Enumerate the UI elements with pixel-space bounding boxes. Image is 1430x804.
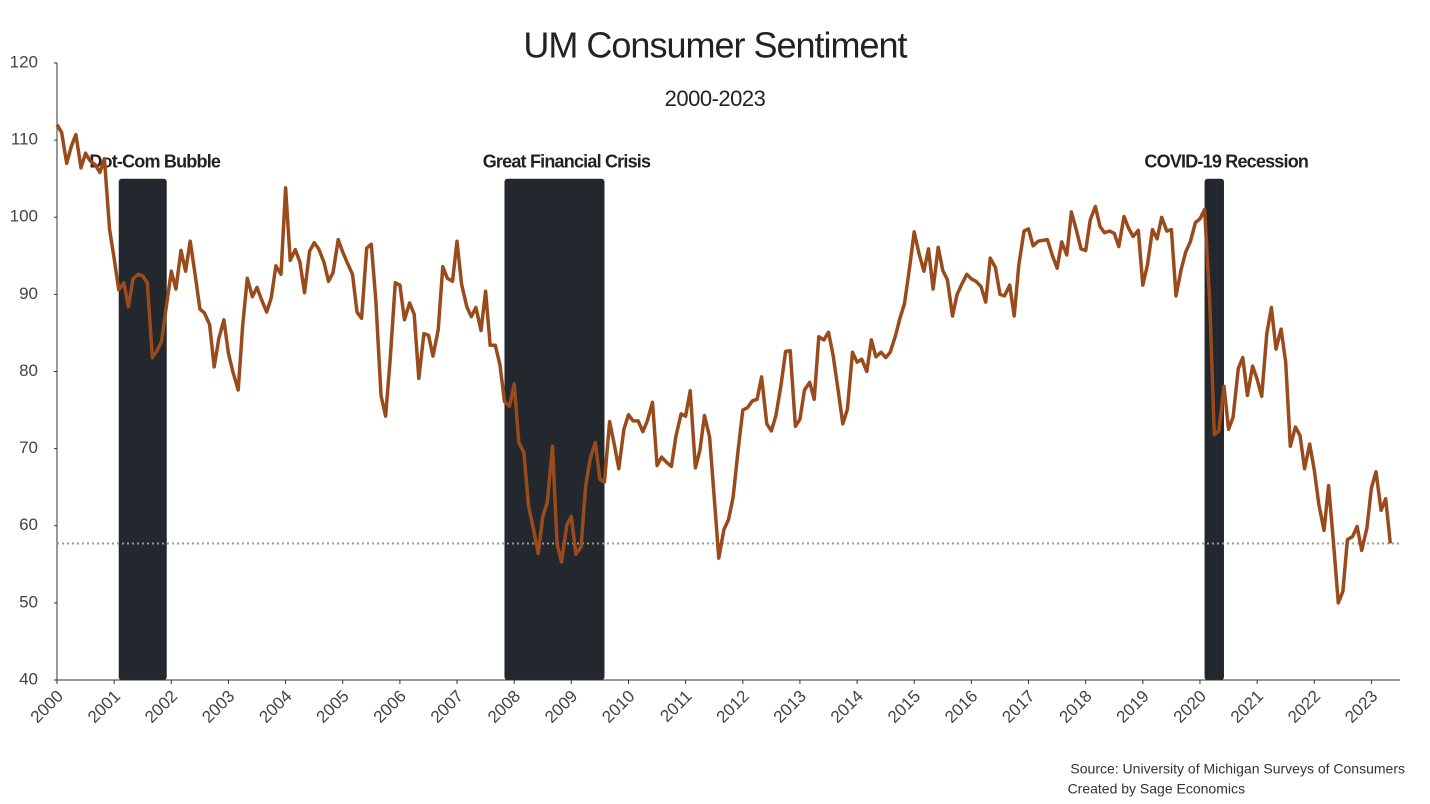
y-tick-label: 60 xyxy=(19,515,38,534)
y-tick-label: 110 xyxy=(11,130,38,149)
recession-band xyxy=(118,178,167,680)
credit: Created by Sage Economics xyxy=(1068,781,1245,797)
x-tick-label: 2017 xyxy=(998,687,1038,727)
x-tick-label: 2009 xyxy=(541,687,581,727)
x-tick-label: 2019 xyxy=(1113,687,1153,727)
x-tick-label: 2022 xyxy=(1284,687,1324,727)
chart-subtitle: 2000-2023 xyxy=(665,86,766,111)
chart-title: UM Consumer Sentiment xyxy=(523,25,907,66)
recession-label: Dot-Com Bubble xyxy=(89,151,221,171)
y-tick-label: 90 xyxy=(19,284,38,303)
x-tick-label: 2006 xyxy=(370,687,410,727)
y-tick-label: 50 xyxy=(19,592,38,611)
x-tick-label: 2000 xyxy=(27,687,67,727)
x-tick-label: 2015 xyxy=(884,687,924,727)
x-tick-label: 2013 xyxy=(770,687,810,727)
x-tick-label: 2007 xyxy=(427,687,467,727)
y-tick-label: 100 xyxy=(10,207,38,226)
x-tick-label: 2023 xyxy=(1341,687,1381,727)
x-tick-label: 2016 xyxy=(941,687,981,727)
x-tick-label: 2010 xyxy=(598,687,638,727)
x-tick-label: 2005 xyxy=(313,687,353,727)
x-tick-label: 2001 xyxy=(84,687,124,727)
source: Source: University of Michigan Surveys o… xyxy=(1070,761,1405,777)
x-tick-label: 2002 xyxy=(141,687,181,727)
x-tick-label: 2011 xyxy=(656,687,695,726)
recession-label: Great Financial Crisis xyxy=(483,151,651,171)
x-tick-label: 2008 xyxy=(484,687,524,727)
x-tick-label: 2014 xyxy=(827,687,867,727)
recession-band xyxy=(504,178,605,680)
y-tick-label: 80 xyxy=(19,361,38,380)
x-tick-label: 2018 xyxy=(1055,687,1095,727)
y-tick-label: 120 xyxy=(10,52,38,71)
recession-label: COVID-19 Recession xyxy=(1144,151,1308,171)
y-tick-label: 70 xyxy=(19,438,38,457)
x-tick-label: 2004 xyxy=(255,687,295,727)
x-tick-label: 2021 xyxy=(1227,687,1267,727)
data-line xyxy=(55,123,1393,605)
x-tick-label: 2012 xyxy=(713,687,753,727)
y-tick-label: 40 xyxy=(19,669,38,688)
x-tick-label: 2003 xyxy=(198,687,238,727)
x-tick-label: 2020 xyxy=(1170,687,1210,727)
